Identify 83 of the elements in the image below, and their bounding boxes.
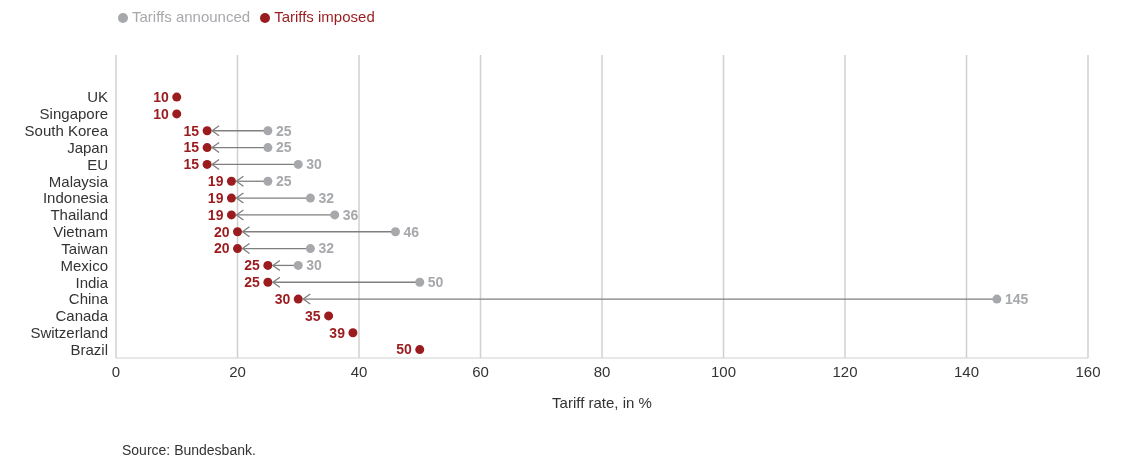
data-label: 25 (275, 139, 292, 156)
y-tick-label: Singapore (39, 105, 108, 123)
x-tick-label: 80 (593, 362, 611, 380)
data-label: 30 (306, 257, 323, 274)
data-label: 145 (1004, 290, 1029, 307)
point (226, 210, 236, 220)
point (226, 176, 236, 186)
y-tick-label: Canada (55, 307, 109, 325)
data-label: 10 (153, 105, 169, 122)
point (305, 244, 315, 254)
data-label: 32 (318, 240, 335, 257)
x-tick-label: 120 (832, 362, 858, 380)
point (324, 311, 334, 321)
data-label: 35 (305, 307, 321, 324)
x-tick-label: 160 (1075, 362, 1101, 380)
y-tick-label: China (68, 290, 109, 308)
data-label: 36 (342, 206, 359, 223)
legend-label: Tariffs imposed (274, 8, 375, 25)
y-tick-label: Indonesia (42, 189, 109, 207)
source-note: Source: Bundesbank. (122, 442, 256, 458)
x-tick-label: 40 (350, 362, 368, 380)
x-axis-title: Tariff rate, in % (552, 394, 652, 411)
point (202, 143, 212, 153)
point (263, 260, 273, 270)
data-label: 25 (244, 274, 261, 291)
point (293, 260, 303, 270)
point (233, 227, 242, 237)
point (202, 126, 212, 136)
data-label: 19 (207, 189, 224, 206)
x-tick-label: 0 (111, 362, 121, 380)
data-label: 10 (153, 88, 169, 105)
data-label: 15 (183, 122, 200, 139)
y-tick-label: Mexico (60, 256, 108, 274)
y-tick-label: Brazil (70, 340, 108, 358)
x-tick-label: 20 (229, 362, 246, 380)
point (293, 159, 303, 169)
data-label: 39 (329, 324, 346, 341)
data-label: 30 (306, 156, 323, 173)
point (172, 92, 182, 102)
data-label: 25 (275, 122, 292, 139)
data-label: 25 (275, 173, 292, 190)
point (263, 126, 273, 136)
data-label: 15 (183, 156, 200, 173)
point (390, 227, 400, 237)
point (992, 294, 1002, 304)
point (263, 277, 273, 287)
point (172, 109, 182, 119)
point (330, 210, 340, 220)
y-tick-label: EU (87, 155, 108, 173)
data-label: 46 (403, 223, 420, 240)
y-tick-label: Taiwan (61, 239, 108, 257)
point (263, 176, 273, 186)
data-label: 50 (396, 341, 412, 358)
point (233, 244, 242, 254)
y-tick-label: Thailand (50, 206, 108, 224)
data-label: 20 (213, 223, 230, 240)
y-tick-label: UK (87, 88, 108, 106)
data-label: 19 (207, 173, 224, 190)
point (202, 159, 212, 169)
point (293, 294, 303, 304)
data-label: 20 (213, 240, 230, 257)
point (305, 193, 315, 203)
point (415, 277, 425, 287)
y-tick-label: Switzerland (30, 324, 108, 342)
data-label: 50 (427, 274, 444, 291)
point (415, 345, 425, 355)
data-label: 30 (274, 290, 291, 307)
data-label: 32 (318, 189, 335, 206)
x-tick-label: 140 (953, 362, 980, 380)
point (226, 193, 236, 203)
y-tick-label: South Korea (24, 122, 109, 140)
data-label: 25 (244, 257, 261, 274)
x-tick-label: 60 (472, 362, 489, 380)
data-label: 15 (183, 139, 200, 156)
legend-label: Tariffs announced (132, 8, 251, 25)
point (263, 143, 273, 153)
y-tick-label: Malaysia (48, 172, 109, 190)
data-label: 19 (207, 206, 224, 223)
y-tick-label: India (75, 273, 109, 291)
y-tick-label: Vietnam (53, 223, 108, 241)
x-tick-label: 100 (710, 362, 737, 380)
y-tick-label: Japan (67, 138, 108, 156)
point (348, 328, 358, 338)
